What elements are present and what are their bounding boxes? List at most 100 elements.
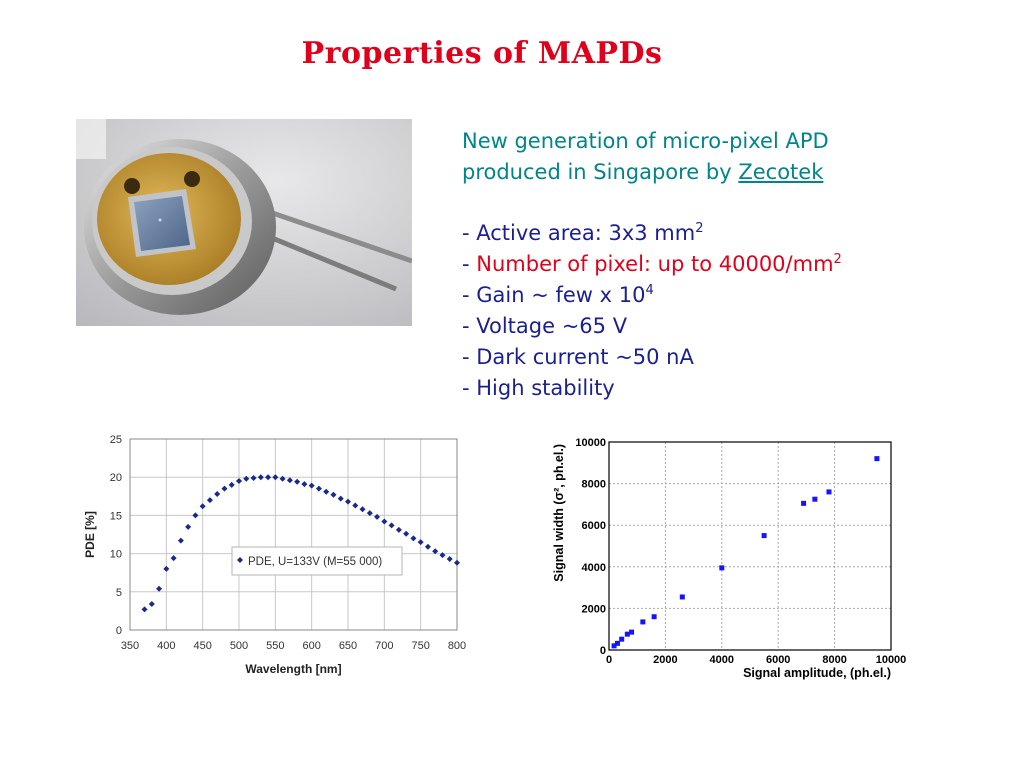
data-point [236,478,242,485]
data-point [624,631,630,637]
description-text: New generation of micro-pixel APD produc… [462,126,982,404]
data-point [611,643,617,649]
x-tick-label: 2000 [653,654,677,666]
legend-marker [237,557,243,563]
data-point [185,523,192,530]
bullet-high-stability: - High stability [462,376,615,400]
data-point [719,565,725,571]
bullet-sup: 2 [833,252,842,267]
y-tick-label: 10 [110,549,122,561]
slide-title: Properties of MAPDs [301,36,663,71]
intro-line-2-text: produced in Singapore by [462,160,739,184]
data-point [192,512,199,519]
data-point [381,518,388,525]
data-point [761,533,767,539]
x-tick-label: 700 [375,640,393,652]
data-point [163,565,170,572]
x-tick-label: 500 [230,640,248,652]
data-point [330,491,337,498]
signal-width-vs-amplitude-chart: 0 2000 4000 6000 8000 10000 0 2000 4000 6000 8000 1… [552,437,907,680]
y-tick-label: 10000 [575,437,606,449]
data-point [308,482,315,489]
x-tick-label: 4000 [710,654,734,666]
data-point [279,475,286,482]
data-point [221,485,228,492]
data-point [257,474,264,481]
data-point [294,478,301,485]
y-axis-label: PDE [%] [83,511,97,558]
bullet-number-of-pixel: - Number of pixel: up to 40000/mm2 [462,249,982,280]
data-point [206,497,213,504]
y-tick-label: 2000 [582,603,606,615]
x-tick-label: 6000 [766,654,790,666]
data-point [148,601,155,608]
data-point [374,513,381,520]
y-tick-label: 4000 [582,562,606,574]
data-point [614,640,620,646]
legend: PDE, U=133V (M=55 000) [231,546,403,576]
data-point [286,477,293,484]
x-tick-label: 400 [157,640,175,652]
bullet-sup: 4 [645,283,654,298]
bullet-dash: - [462,252,477,276]
data-point [454,559,460,566]
x-axis-label: Signal amplitude, (ph.el.) [743,666,891,680]
x-tick-label: 800 [448,640,466,652]
x-tick-label: 8000 [822,654,846,666]
intro-line-1: New generation of micro-pixel APD [462,129,829,153]
y-tick-label: 5 [116,587,122,599]
data-point [388,522,395,529]
bullet-text: - Active area: 3x3 mm [462,221,696,245]
y-tick-label: 0 [116,625,122,637]
y-tick-label: 15 [110,510,122,522]
bullet-text: - Gain ~ few x 10 [462,283,646,307]
data-point [337,495,344,502]
pde-vs-wavelength-chart: 350 400 450 500 550 600 650 700 750 800 0 5 10 15 20 25… [83,434,466,676]
legend-label: PDE, U=133V (M=55 000) [248,556,382,568]
legend-box [231,546,403,576]
data-point [170,555,177,562]
data-point [315,485,322,492]
data-point [439,552,446,559]
x-tick-label: 450 [193,640,211,652]
x-tick-label: 750 [411,640,429,652]
intro-line-2: produced in Singapore by Zecotek [462,157,982,188]
bullet-sup: 2 [695,221,704,236]
bullet-voltage: - Voltage ~65 V [462,314,628,338]
x-tick-label: 0 [606,654,612,666]
plot-frame [608,441,892,651]
zecotek-link[interactable]: Zecotek [738,160,824,184]
x-tick-label: 10000 [876,654,907,666]
data-point [345,498,351,505]
data-point [228,481,235,488]
data-point [446,555,453,562]
data-point [265,474,272,481]
data-point [272,474,279,481]
data-point [403,530,410,537]
data-point [432,548,439,555]
data-point [874,456,880,462]
y-tick-label: 25 [110,434,122,446]
data-point [214,491,221,498]
x-tick-label: 650 [339,640,357,652]
y-tick-label: 0 [600,645,606,657]
plot-frame [129,438,458,631]
data-point [250,474,257,481]
bullet-gain: - Gain ~ few x 104 [462,280,982,311]
data-point [301,481,308,488]
data-point [812,496,818,502]
data-point [352,502,359,509]
data-point [629,629,635,635]
data-point [619,636,625,642]
y-tick-label: 6000 [582,520,606,532]
data-point [651,614,657,620]
y-axis-label: Signal width (σ², ph.el.) [552,444,566,582]
data-point [417,539,424,546]
bullet-dark-current: - Dark current ~50 nA [462,345,694,369]
data-point [640,619,646,625]
bullet-text: Number of pixel: up to 40000/mm [476,252,834,276]
data-point [323,488,330,495]
data-point [826,489,832,495]
data-point [424,543,431,550]
data-point [199,503,206,510]
